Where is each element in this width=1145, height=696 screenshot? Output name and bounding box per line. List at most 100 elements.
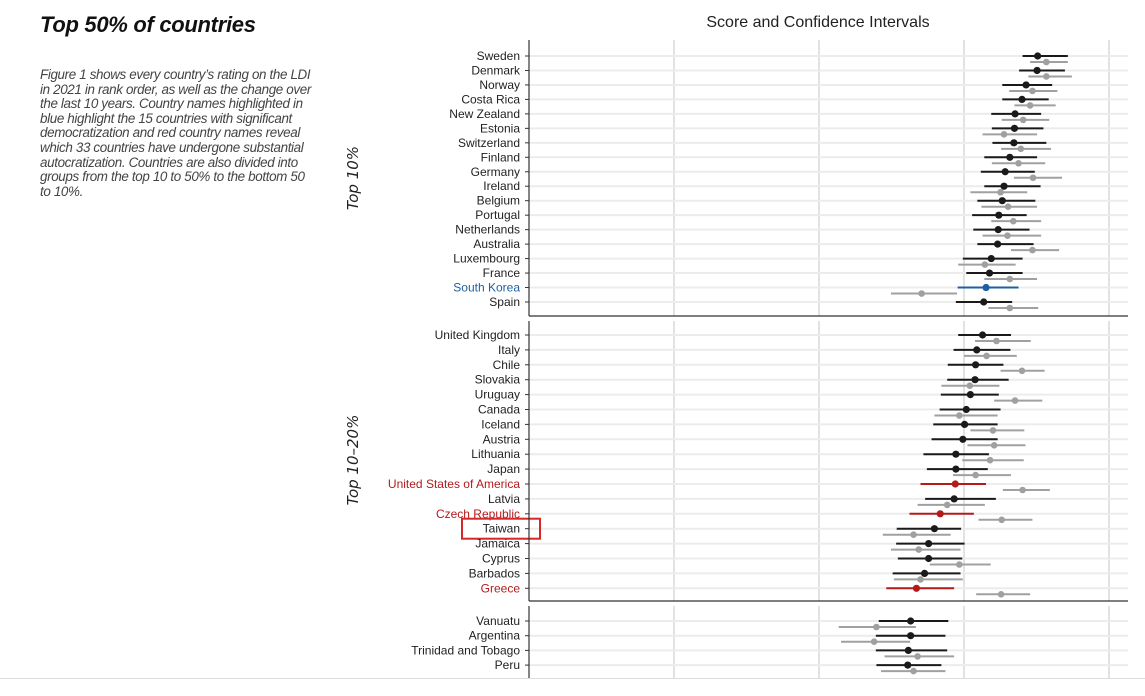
previous-score-point	[1043, 58, 1050, 66]
current-score-point	[1018, 95, 1026, 104]
current-score-point	[1011, 110, 1019, 118]
previous-score-point	[990, 442, 998, 449]
page-heading: Top 50% of countries	[40, 12, 256, 37]
current-score-point	[995, 211, 1003, 219]
previous-score-point	[1004, 203, 1012, 210]
country-label: Trinidad and Tobago	[411, 643, 520, 657]
previous-score-point	[972, 471, 979, 479]
current-score-point	[904, 646, 912, 655]
current-score-point	[1001, 168, 1009, 176]
country-label: Norway	[479, 78, 520, 92]
previous-score-point	[998, 516, 1005, 524]
previous-score-point	[956, 412, 963, 419]
country-label: Germany	[471, 165, 520, 179]
previous-score-point	[983, 352, 990, 360]
country-label: Slovakia	[475, 373, 521, 387]
previous-score-point	[1026, 102, 1034, 109]
country-label: Peru	[495, 658, 520, 672]
previous-score-point	[917, 576, 924, 583]
previous-score-point	[966, 382, 974, 390]
current-score-point	[971, 376, 979, 384]
previous-score-point	[1000, 131, 1008, 138]
country-label: South Korea	[453, 281, 520, 295]
previous-score-point	[1011, 397, 1019, 404]
country-label: Barbados	[469, 566, 520, 580]
previous-score-point	[981, 261, 989, 268]
country-label: United States of America	[388, 477, 520, 491]
previous-score-point	[1006, 304, 1014, 312]
current-score-point	[936, 510, 944, 518]
bottom-edge	[0, 678, 1145, 696]
country-label: Argentina	[469, 629, 521, 643]
previous-score-point	[1029, 174, 1037, 182]
country-label: France	[483, 266, 521, 280]
previous-score-point	[993, 337, 1000, 345]
country-label: Chile	[493, 358, 521, 372]
current-score-point	[907, 617, 915, 625]
country-label: Czech Republic	[436, 507, 520, 521]
current-score-point	[1010, 124, 1019, 132]
current-score-point	[960, 420, 969, 428]
country-label: Greece	[481, 581, 521, 595]
country-label: Ireland	[483, 179, 520, 193]
previous-score-point	[1006, 275, 1014, 283]
current-score-point	[985, 269, 994, 277]
previous-score-point	[1043, 73, 1050, 80]
country-label: Jamaica	[475, 537, 520, 551]
country-label: Denmark	[471, 63, 521, 77]
country-label: Italy	[498, 343, 520, 357]
previous-score-point	[1029, 246, 1036, 254]
country-label: Finland	[481, 150, 520, 164]
previous-score-point	[1019, 116, 1027, 124]
country-label: Taiwan	[483, 522, 520, 536]
highlight-box	[461, 517, 541, 540]
previous-score-point	[1019, 486, 1026, 494]
current-score-point	[950, 495, 958, 503]
country-label: Cyprus	[482, 552, 520, 566]
country-label: Spain	[489, 295, 520, 309]
current-score-point	[994, 240, 1002, 248]
current-score-point	[982, 283, 990, 292]
country-label: Iceland	[481, 417, 520, 431]
current-score-point	[925, 554, 933, 563]
current-score-point	[987, 254, 995, 263]
previous-score-point	[997, 188, 1004, 196]
previous-score-point	[1017, 145, 1025, 153]
current-score-point	[966, 391, 974, 399]
previous-score-point	[943, 501, 951, 509]
current-score-point	[962, 405, 970, 414]
current-score-point	[1000, 182, 1008, 190]
previous-score-point	[918, 290, 925, 297]
previous-score-point	[986, 456, 994, 464]
current-score-point	[930, 525, 939, 533]
current-score-point	[1010, 139, 1018, 147]
figure-description: Figure 1 shows every country’s rating on…	[40, 67, 311, 199]
current-score-point	[920, 569, 929, 578]
country-label: Portugal	[475, 208, 520, 222]
current-score-point	[925, 540, 933, 548]
current-score-point	[912, 584, 921, 592]
country-label: Belgium	[477, 194, 520, 208]
country-label: United Kingdom	[435, 328, 520, 342]
country-label: Austria	[483, 432, 521, 446]
current-score-point	[951, 480, 959, 488]
previous-score-point	[997, 591, 1005, 598]
previous-score-point	[1010, 217, 1017, 225]
previous-score-point	[870, 638, 878, 645]
current-score-point	[1033, 66, 1041, 75]
previous-score-point	[1029, 87, 1036, 95]
previous-score-point	[915, 546, 923, 553]
previous-score-point	[910, 667, 917, 675]
current-score-point	[952, 450, 960, 458]
country-label: Netherlands	[455, 223, 520, 237]
previous-score-point	[1004, 232, 1011, 239]
country-label: Australia	[473, 237, 520, 251]
country-label: Estonia	[480, 121, 520, 135]
current-score-point	[907, 632, 915, 640]
previous-score-point	[1018, 367, 1026, 375]
group-label: Top 10–20%	[344, 415, 362, 506]
current-score-point	[980, 298, 988, 306]
previous-score-point	[956, 561, 963, 568]
current-score-point	[959, 435, 967, 443]
